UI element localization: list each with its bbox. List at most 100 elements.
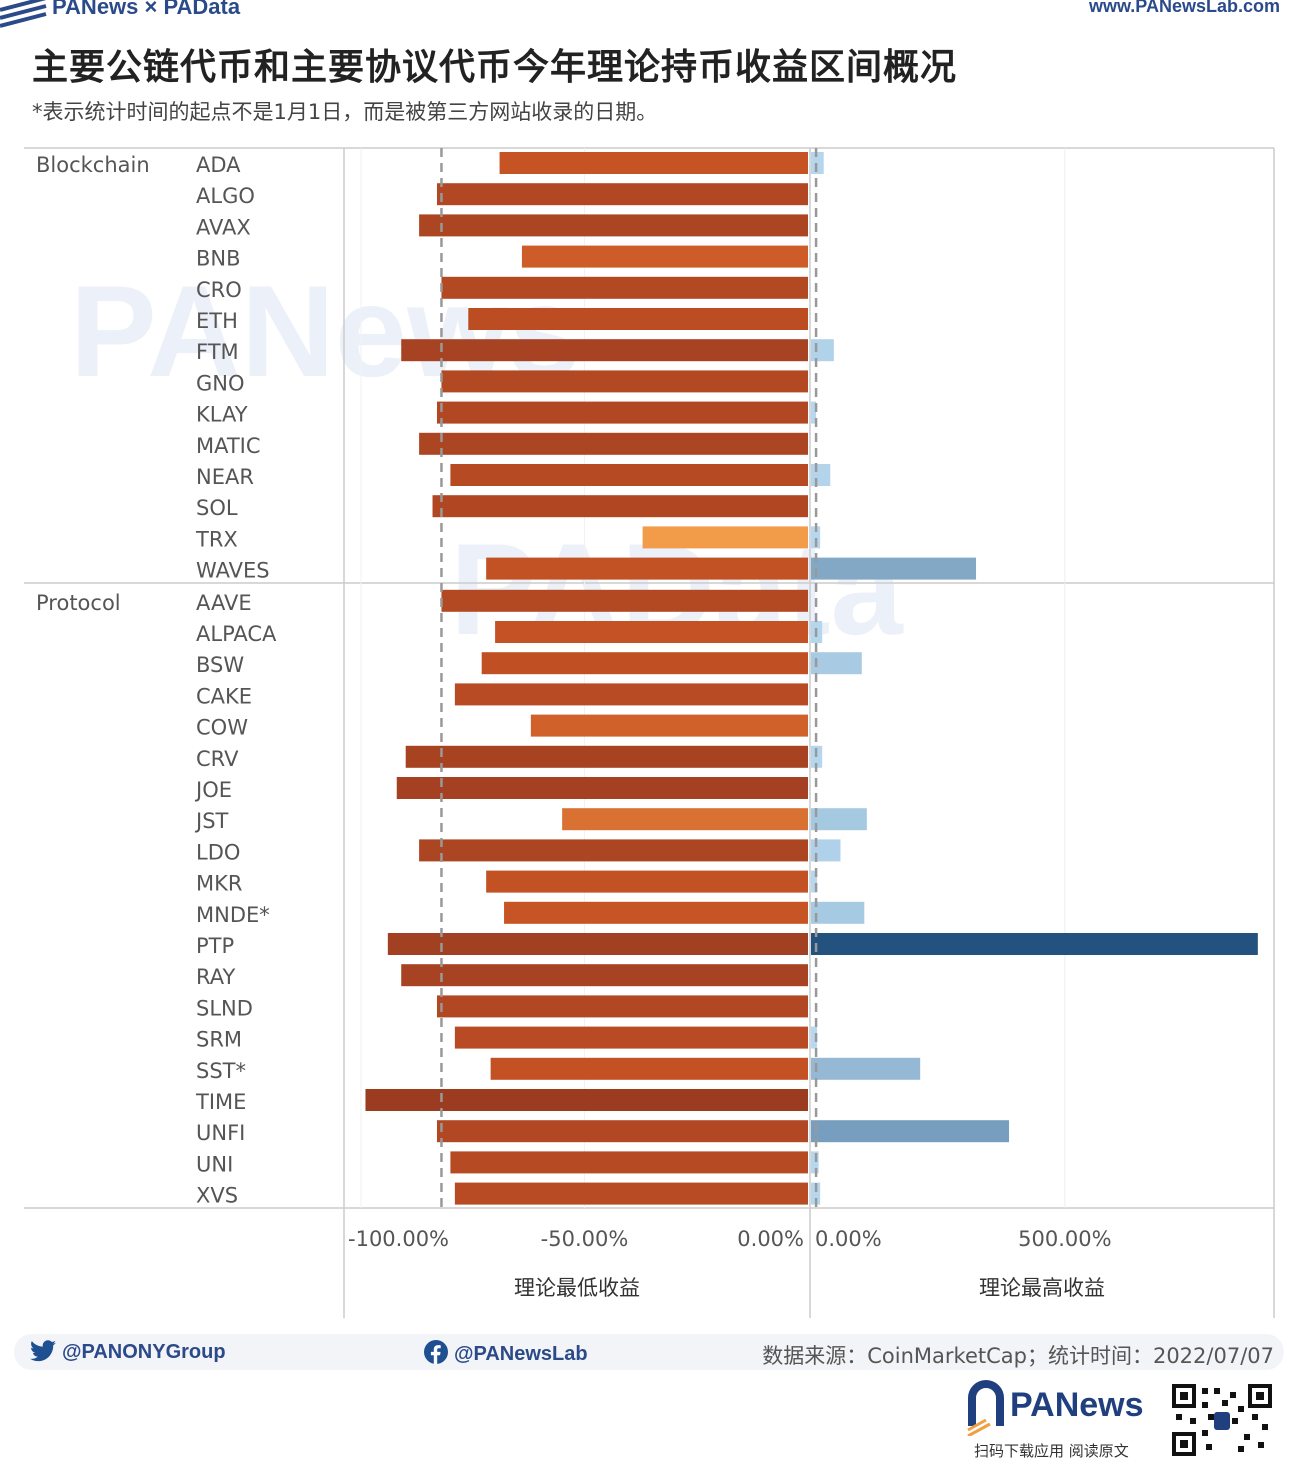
max-return-bar: [811, 901, 865, 924]
category-label: AAVE: [196, 591, 252, 615]
min-return-bar: [387, 933, 808, 955]
category-label: SST*: [196, 1059, 246, 1083]
min-return-bar: [401, 964, 808, 987]
facebook-icon: [424, 1340, 448, 1364]
max-return-bar: [811, 464, 831, 486]
min-return-bar: [450, 1151, 808, 1174]
x-axis-label-left: 理论最低收益: [514, 1276, 640, 1300]
tick-label: 0.00%: [815, 1227, 882, 1251]
qr-code-icon[interactable]: [1172, 1384, 1272, 1456]
chart-frame: [24, 147, 1275, 1318]
max-return-bar: [811, 933, 1258, 955]
max-return-bar: [811, 557, 977, 580]
min-return-bar: [495, 621, 808, 643]
min-return-bar: [504, 901, 808, 924]
min-return-bar: [454, 683, 808, 706]
panews-logo-icon: [967, 1380, 1004, 1436]
x-axis-label-right: 理论最高收益: [979, 1276, 1105, 1300]
category-label: ETH: [196, 309, 238, 333]
min-return-bar: [441, 589, 808, 612]
min-return-bar: [454, 1026, 808, 1049]
twitter-handle-text: @PANONYGroup: [62, 1341, 226, 1363]
min-return-bar: [530, 714, 808, 737]
max-return-bar: [811, 870, 818, 893]
page-subtitle: *表示统计时间的起点不是1月1日，而是被第三方网站收录的日期。: [32, 100, 658, 124]
brand-stripes-icon: [0, 0, 47, 28]
site-url[interactable]: www.PANewsLab.com: [1088, 0, 1280, 16]
qr-caption: 扫码下载应用 阅读原文: [974, 1442, 1129, 1460]
max-return-bar: [811, 152, 824, 174]
tick-label: 500.00%: [1018, 1227, 1111, 1251]
category-label: WAVES: [196, 559, 270, 583]
category-label: SLND: [196, 996, 253, 1020]
min-return-bar: [441, 276, 808, 299]
panews-logo-text: PANews: [1010, 1386, 1144, 1424]
twitter-icon: [30, 1340, 56, 1362]
min-return-bar: [486, 557, 808, 580]
category-label: ALPACA: [196, 622, 277, 646]
category-label: COW: [196, 716, 248, 740]
max-return-bar: [811, 839, 841, 862]
category-label: JST: [194, 809, 229, 833]
min-return-bar: [396, 777, 808, 799]
category-label: TIME: [195, 1090, 246, 1114]
min-return-bar: [481, 652, 808, 675]
reference-lines: [440, 148, 818, 1208]
min-return-bar: [468, 308, 808, 330]
group-label: Blockchain: [36, 153, 150, 177]
category-label: BSW: [196, 653, 244, 677]
min-return-bar: [401, 339, 808, 362]
twitter-handle[interactable]: @PANONYGroup: [30, 1340, 226, 1364]
category-label: CAKE: [196, 684, 252, 708]
category-label: ADA: [196, 153, 241, 177]
group-labels: Blockchain Protocol: [36, 153, 150, 615]
brand-name: PANews × PAData: [52, 0, 241, 19]
min-return-bar: [486, 870, 808, 893]
max-return-bar: [811, 526, 821, 549]
max-return-bar: [811, 339, 834, 362]
category-label: JOE: [194, 778, 232, 802]
category-label: SOL: [196, 496, 238, 520]
min-return-bar: [419, 214, 808, 237]
footer-bar: [14, 1334, 1284, 1370]
max-return-bar: [811, 1182, 821, 1205]
category-label: ALGO: [196, 184, 255, 208]
min-return-bars: [365, 152, 808, 1205]
min-return-bar: [521, 245, 808, 268]
category-labels: ADA ALGO AVAX BNB CRO ETH FTM GNO KLAY MATIC NEAR S…: [194, 153, 277, 1208]
max-return-bar: [811, 1120, 1010, 1143]
max-return-bar: [811, 1057, 921, 1080]
category-label: LDO: [196, 840, 240, 864]
category-label: MATIC: [196, 434, 261, 458]
max-return-bar: [811, 401, 817, 424]
min-return-bar: [419, 839, 808, 862]
category-label: FTM: [196, 340, 239, 364]
max-return-bar: [811, 808, 867, 831]
min-return-bar: [562, 808, 808, 831]
tick-label: 0.00%: [737, 1227, 804, 1251]
category-label: MKR: [196, 872, 242, 896]
tick-label: -50.00%: [541, 1227, 629, 1251]
tick-label: -100.00%: [348, 1227, 449, 1251]
min-return-bar: [365, 1089, 808, 1111]
category-label: UNFI: [196, 1121, 245, 1145]
max-return-bar: [811, 652, 862, 675]
min-return-bar: [436, 995, 808, 1018]
data-source: 数据来源：CoinMarketCap；统计时间：2022/07/07: [762, 1344, 1274, 1368]
category-label: KLAY: [196, 403, 248, 427]
category-label: PTP: [196, 934, 234, 958]
min-return-bar: [419, 432, 808, 455]
min-return-bar: [454, 1182, 808, 1205]
category-label: AVAX: [196, 215, 251, 239]
min-return-bar: [499, 152, 808, 174]
facebook-handle[interactable]: @PANewsLab: [424, 1340, 588, 1366]
min-return-bar: [436, 401, 808, 424]
min-return-bar: [436, 183, 808, 206]
max-return-bar: [811, 1151, 819, 1174]
category-label: TRX: [195, 527, 238, 551]
category-label: RAY: [196, 965, 235, 989]
group-label: Protocol: [36, 591, 121, 615]
category-label: SRM: [196, 1028, 242, 1052]
min-return-bar: [642, 526, 808, 549]
